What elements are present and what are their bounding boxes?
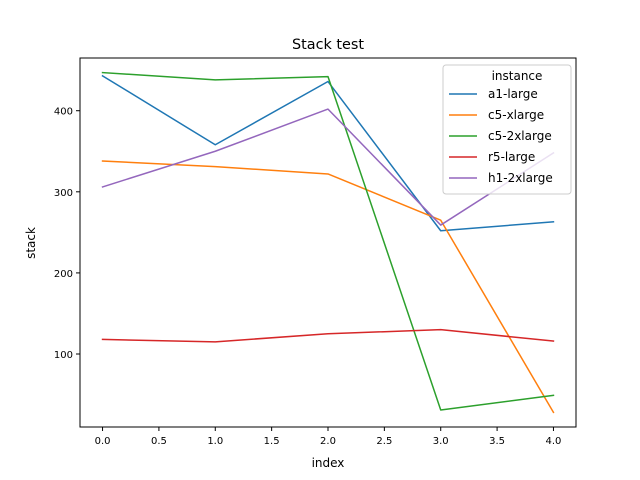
x-tick-label: 3.0 [433, 436, 449, 447]
series-lines [101, 71, 555, 414]
legend: instance a1-large c5-xlarge c5-2xlarge r5-l… [442, 64, 572, 195]
x-axis-ticks: 0.0 0.5 1.0 1.5 2.0 2.5 3.0 3.5 4.0 [95, 427, 562, 447]
y-tick-label: 200 [54, 269, 73, 280]
legend-label-a1-large: a1-large [488, 87, 538, 101]
x-tick-label: 1.0 [207, 436, 223, 447]
y-tick-label: 100 [54, 350, 73, 361]
x-tick-label: 1.5 [264, 436, 280, 447]
x-tick-label: 0.0 [95, 436, 111, 447]
y-tick-label: 400 [54, 107, 73, 118]
x-tick-label: 2.0 [320, 436, 336, 447]
series-line-h1-2xlarge [101, 108, 555, 226]
y-axis-ticks: 100 200 300 400 [54, 107, 80, 361]
legend-title: instance [492, 69, 543, 83]
legend-label-c5-xlarge: c5-xlarge [488, 108, 544, 122]
x-tick-label: 0.5 [151, 436, 167, 447]
legend-label-h1-2xlarge: h1-2xlarge [488, 171, 553, 185]
x-tick-label: 2.5 [376, 436, 392, 447]
series-line-a1-large [101, 74, 555, 232]
legend-label-c5-2xlarge: c5-2xlarge [488, 129, 552, 143]
x-tick-label: 4.0 [546, 436, 562, 447]
legend-items: a1-large c5-xlarge c5-2xlarge r5-large h1-2x… [449, 87, 553, 185]
y-axis-label: stack [24, 227, 38, 259]
legend-label-r5-large: r5-large [488, 150, 535, 164]
legend-box [442, 64, 572, 195]
series-line-r5-large [101, 328, 555, 343]
series-line-c5-xlarge [101, 160, 555, 414]
series-line-c5-2xlarge [101, 71, 555, 411]
x-tick-label: 3.5 [489, 436, 505, 447]
x-axis-label: index [312, 456, 345, 470]
y-tick-label: 300 [54, 188, 73, 199]
chart-title: Stack test [292, 37, 364, 53]
